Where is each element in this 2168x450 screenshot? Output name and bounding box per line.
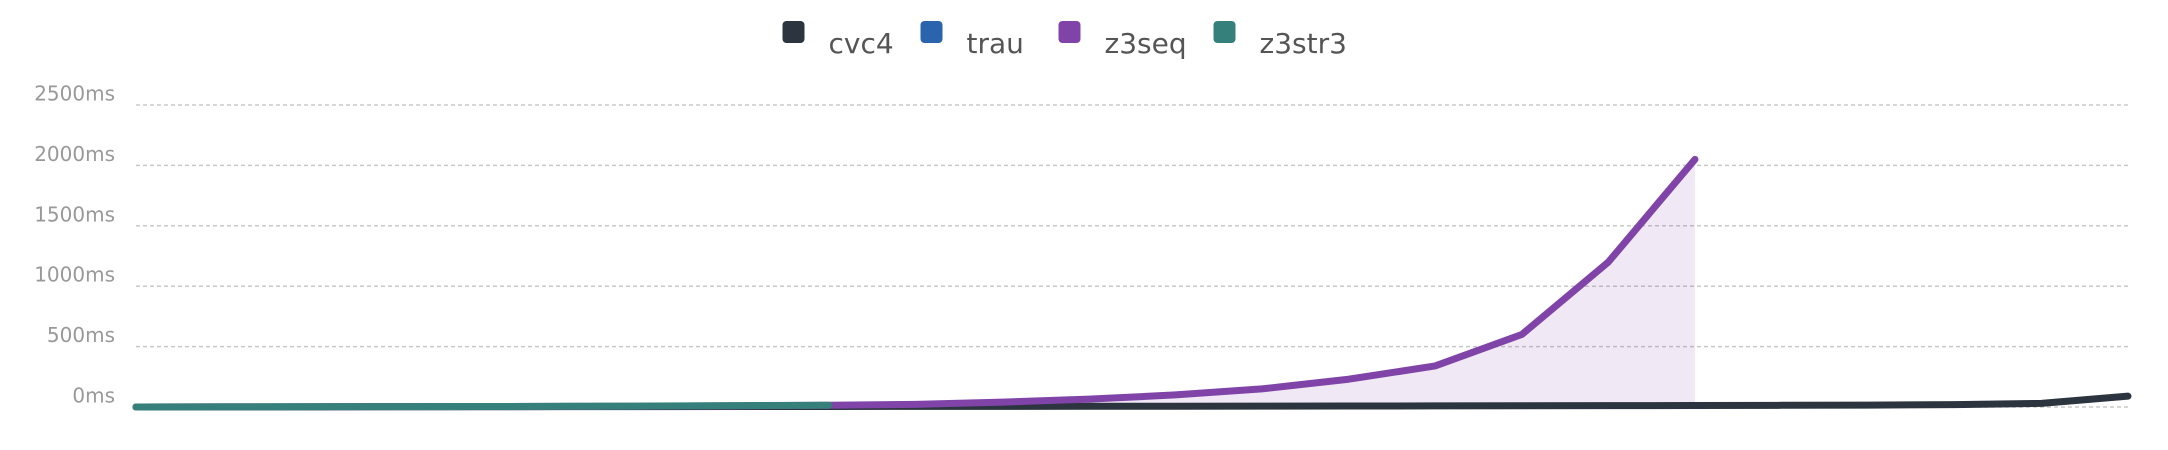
legend-swatch (920, 21, 943, 43)
y-tick-label: 1000ms (34, 263, 115, 287)
legend-label: z3seq (1105, 27, 1187, 60)
y-tick-label: 500ms (47, 323, 115, 347)
legend-swatch (1058, 21, 1081, 43)
legend-label: trau (967, 27, 1024, 60)
y-tick-label: 2500ms (34, 82, 115, 106)
legend-label: z3str3 (1260, 27, 1347, 60)
y-tick-label: 1500ms (34, 202, 115, 226)
legend-swatch (782, 21, 805, 43)
legend-label: cvc4 (829, 27, 894, 60)
legend-swatch (1213, 21, 1236, 43)
line (132, 401, 833, 411)
y-tick-label: 2000ms (34, 142, 115, 166)
area (136, 159, 1695, 407)
y-tick-label: 0ms (72, 384, 115, 408)
